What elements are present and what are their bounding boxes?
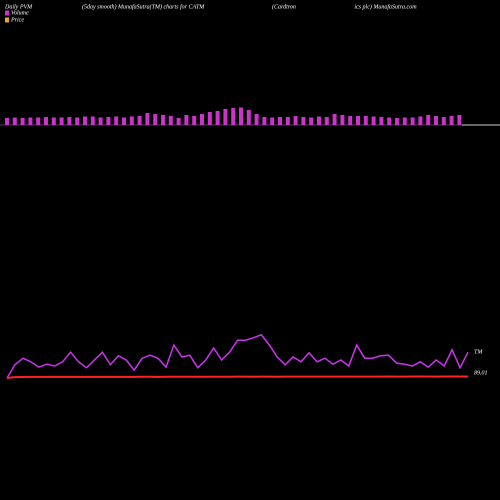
company: (Cardtron ics plc) MunafaSutra.com <box>272 3 417 10</box>
chart-subtitle: (5day smooth) MunafaSutra(TM) charts for… <box>82 3 205 10</box>
volume-bar <box>410 117 415 125</box>
volume-bar <box>231 108 236 125</box>
volume-bar <box>324 117 329 125</box>
volume-bar <box>426 115 431 125</box>
volume-bar <box>332 114 337 125</box>
volume-bar <box>137 116 142 125</box>
volume-bar <box>145 113 150 125</box>
volume-bar <box>215 111 220 125</box>
volume-bar <box>67 117 72 125</box>
volume-bar <box>28 117 33 125</box>
price-line <box>6 375 468 379</box>
volume-bar <box>285 117 290 125</box>
legend-label: Price <box>10 17 24 23</box>
volume-bar <box>348 116 353 125</box>
volume-bar <box>51 117 56 125</box>
volume-bar <box>278 117 282 125</box>
volume-bar <box>340 115 345 125</box>
volume-bar <box>254 114 259 125</box>
volume-bar <box>441 117 446 125</box>
legend-swatch <box>5 17 9 23</box>
volume-bar <box>36 117 41 125</box>
volume-bar <box>129 116 134 125</box>
volume-bar <box>59 117 64 125</box>
volume-bar <box>75 117 80 125</box>
volume-bar <box>44 117 48 125</box>
volume-bar <box>223 109 228 125</box>
volume-bar <box>270 117 275 125</box>
volume-bar <box>122 117 126 125</box>
volume-bar <box>457 115 462 125</box>
volume-bar <box>168 116 173 125</box>
volume-bar <box>356 116 360 125</box>
volume-bar <box>363 116 368 125</box>
volume-bar <box>293 116 298 125</box>
volume-bar <box>395 118 399 125</box>
volume-bar <box>207 112 212 125</box>
volume-bar <box>200 114 204 125</box>
volume-bar <box>153 114 158 125</box>
volume-bar <box>449 116 454 125</box>
volume-bar <box>83 116 87 125</box>
volume-bar <box>90 116 95 125</box>
volume-bar <box>12 117 17 125</box>
volume-bar <box>106 117 111 125</box>
volume-bar <box>20 118 25 125</box>
volume-bar <box>192 116 197 125</box>
volume-bar <box>371 116 376 125</box>
chart-title: Daily PVM <box>4 4 33 10</box>
volume-bar <box>184 115 189 125</box>
volume-bar <box>262 117 267 125</box>
volume-bar <box>114 116 119 125</box>
volume-bar <box>161 115 165 125</box>
volume-bar <box>387 117 392 125</box>
volume-bar <box>309 117 314 125</box>
volume-bar <box>434 116 438 125</box>
legend-label: Volume <box>11 10 29 16</box>
volume-bar <box>239 107 243 125</box>
volume-bar <box>379 117 384 125</box>
volume-bar <box>98 117 103 125</box>
volume-bar <box>317 116 321 125</box>
end-label: TM <box>474 349 483 355</box>
legend-swatch <box>5 10 9 16</box>
volume-bar <box>176 118 181 125</box>
volume-bar <box>418 116 423 125</box>
volume-bar <box>246 110 251 125</box>
volume-bar <box>402 117 407 125</box>
volume-bar <box>301 117 306 125</box>
volume-bar <box>5 118 9 125</box>
pvm-line <box>6 333 469 379</box>
price-label: 89.01 <box>474 370 488 376</box>
